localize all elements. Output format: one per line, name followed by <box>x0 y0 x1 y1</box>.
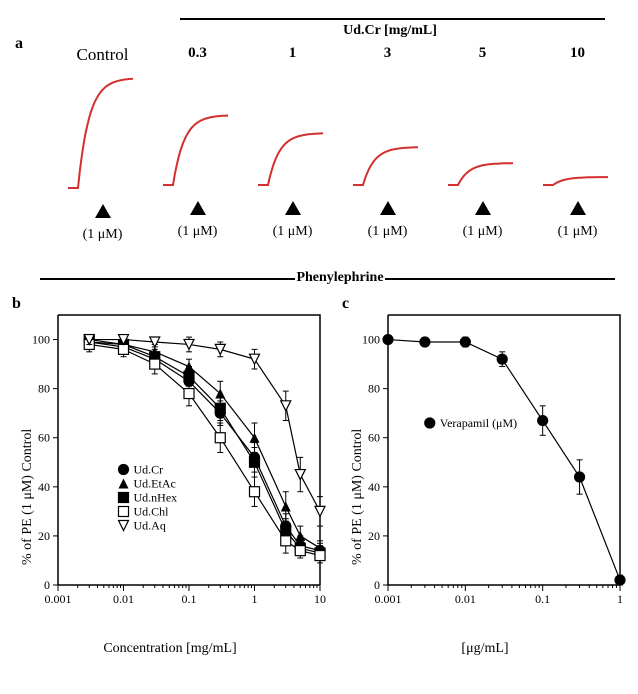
svg-text:40: 40 <box>38 480 50 494</box>
svg-text:0.001: 0.001 <box>375 592 402 606</box>
contraction-trace <box>348 70 428 190</box>
svg-text:Verapamil (μM): Verapamil (μM) <box>440 416 517 430</box>
trace-column-label: 10 <box>530 45 625 62</box>
svg-text:0: 0 <box>44 578 50 592</box>
contraction-trace <box>253 70 333 190</box>
svg-text:1: 1 <box>252 592 258 606</box>
stimulus-marker-icon <box>340 201 435 220</box>
stimulus-rule-right <box>385 278 615 280</box>
trace-column-label: Control <box>55 45 150 65</box>
trace-column-5: 10 (1 μM) <box>530 45 625 240</box>
trace-column-3: 3 (1 μM) <box>340 45 435 240</box>
trace-column-0: Control (1 μM) <box>55 45 150 243</box>
svg-text:Ud.Aq: Ud.Aq <box>134 519 166 533</box>
panel-a-label: a <box>15 35 23 53</box>
svg-text:60: 60 <box>38 431 50 445</box>
contraction-trace <box>538 70 618 190</box>
contraction-trace <box>158 70 238 190</box>
stimulus-marker-icon <box>150 201 245 220</box>
svg-text:100: 100 <box>32 333 50 347</box>
trace-column-label: 3 <box>340 45 435 62</box>
svg-text:0.01: 0.01 <box>455 592 476 606</box>
panel-c-svg: 0 20 40 60 80 100 0.001 0.01 0.1 1 Verapamil (μM) <box>340 295 630 625</box>
panel-c: c % of PE (1 μM) Control 0 20 40 60 80 100 0.0… <box>340 295 630 665</box>
contraction-trace <box>63 73 143 193</box>
svg-text:0.1: 0.1 <box>182 592 197 606</box>
panel-b-ylabel: % of PE (1 μM) Control <box>20 429 36 565</box>
trace-column-4: 5 (1 μM) <box>435 45 530 240</box>
svg-text:80: 80 <box>38 382 50 396</box>
stimulus-marker-icon <box>245 201 340 220</box>
svg-text:Ud.EtAc: Ud.EtAc <box>134 477 176 491</box>
panel-a: a Ud.Cr [mg/mL] Control (1 μM) 0.3 (1 μM) 1 (… <box>10 10 628 290</box>
stimulus-conc-label: (1 μM) <box>340 224 435 240</box>
stimulus-conc-label: (1 μM) <box>435 224 530 240</box>
svg-text:Ud.Cr: Ud.Cr <box>134 463 164 477</box>
trace-column-1: 0.3 (1 μM) <box>150 45 245 240</box>
stimulus-marker-icon <box>55 204 150 223</box>
svg-text:0: 0 <box>374 578 380 592</box>
svg-text:Ud.Chl: Ud.Chl <box>134 505 170 519</box>
treatment-header: Ud.Cr [mg/mL] <box>290 23 490 39</box>
panel-b-svg: 0204060801000.0010.010.1110Ud.CrUd.EtAcU… <box>10 295 330 625</box>
svg-text:Ud.nHex: Ud.nHex <box>134 491 178 505</box>
svg-text:40: 40 <box>368 480 380 494</box>
svg-text:0.1: 0.1 <box>535 592 550 606</box>
stimulus-header: Phenylephrine <box>280 270 400 286</box>
panel-b: b % of PE (1 μM) Control 0 20 40 60 80 100 0.0… <box>10 295 330 665</box>
trace-column-label: 0.3 <box>150 45 245 62</box>
treatment-rule <box>180 18 605 20</box>
svg-text:0.001: 0.001 <box>45 592 72 606</box>
svg-text:100: 100 <box>362 333 380 347</box>
panel-b-xlabel: Concentration [mg/mL] <box>10 641 330 657</box>
stimulus-marker-icon <box>435 201 530 220</box>
trace-column-2: 1 (1 μM) <box>245 45 340 240</box>
panel-c-label: c <box>342 295 349 313</box>
svg-text:10: 10 <box>314 592 326 606</box>
stimulus-conc-label: (1 μM) <box>245 224 340 240</box>
stimulus-marker-icon <box>530 201 625 220</box>
svg-text:80: 80 <box>368 382 380 396</box>
stimulus-rule-left <box>40 278 295 280</box>
stimulus-conc-label: (1 μM) <box>150 224 245 240</box>
trace-column-label: 5 <box>435 45 530 62</box>
svg-text:1: 1 <box>617 592 623 606</box>
panel-c-xlabel: [μg/mL] <box>340 641 630 657</box>
svg-text:20: 20 <box>38 529 50 543</box>
svg-text:20: 20 <box>368 529 380 543</box>
panel-bc-row: b % of PE (1 μM) Control 0204060801000.0… <box>10 295 628 665</box>
panel-c-ylabel: % of PE (1 μM) Control <box>350 429 366 565</box>
trace-column-label: 1 <box>245 45 340 62</box>
stimulus-conc-label: (1 μM) <box>55 227 150 243</box>
svg-text:0.01: 0.01 <box>113 592 134 606</box>
stimulus-conc-label: (1 μM) <box>530 224 625 240</box>
svg-text:60: 60 <box>368 431 380 445</box>
contraction-trace <box>443 70 523 190</box>
panel-b-label: b <box>12 295 21 313</box>
